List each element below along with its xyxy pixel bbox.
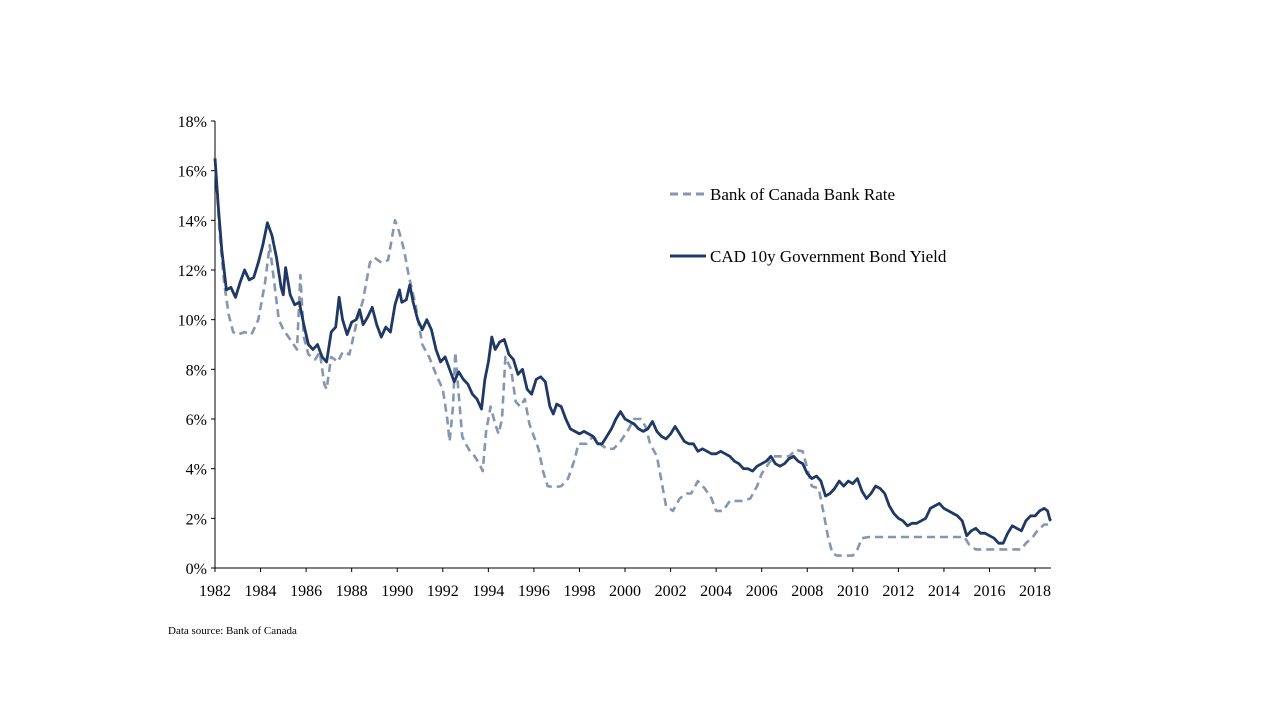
y-tick-label: 12% [178,263,207,280]
y-tick-label: 6% [186,412,207,429]
legend: Bank of Canada Bank Rate CAD 10y Governme… [670,185,947,266]
y-tick-label: 2% [186,511,207,528]
data-source-note: Data source: Bank of Canada [168,625,297,637]
x-tick-label: 1982 [199,583,231,600]
x-tick-label: 2000 [609,583,641,600]
y-tick-label: 0% [186,561,207,578]
x-tick-label: 2014 [928,583,960,600]
x-tick-label: 1990 [381,583,413,600]
y-tick-label: 4% [186,462,207,479]
axes: 0% 2% 4% 6% 8% 10% 12% 14% 16% 18% 1982 1984 1986 198… [178,114,1051,600]
legend-label-bond-yield: CAD 10y Government Bond Yield [710,247,947,266]
y-tick-label: 16% [178,164,207,181]
x-tick-label: 2016 [973,583,1005,600]
x-tick-label: 1988 [336,583,368,600]
x-tick-label: 2010 [837,583,869,600]
x-tick-label: 2018 [1019,583,1051,600]
x-tick-label: 2012 [882,583,914,600]
series-bank-rate-line [213,158,1051,557]
y-tick-label: 8% [186,362,207,379]
x-tick-label: 1992 [427,583,459,600]
x-tick-label: 1984 [245,583,277,600]
x-tick-label: 1996 [518,583,550,600]
x-tick-label: 2008 [791,583,823,600]
x-tick-label: 2004 [700,583,732,600]
series-bond-yield-line [213,158,1053,545]
x-tick-label: 1986 [290,583,322,600]
x-tick-label: 2006 [746,583,778,600]
y-tick-label: 14% [178,213,207,230]
x-tick-label: 2002 [655,583,687,600]
y-tick-label: 10% [178,313,207,330]
y-tick-label: 18% [178,114,207,131]
x-tick-label: 1998 [563,583,595,600]
x-tick-label: 1994 [472,583,504,600]
series-layer [213,158,1053,557]
legend-label-bank-rate: Bank of Canada Bank Rate [710,185,895,204]
